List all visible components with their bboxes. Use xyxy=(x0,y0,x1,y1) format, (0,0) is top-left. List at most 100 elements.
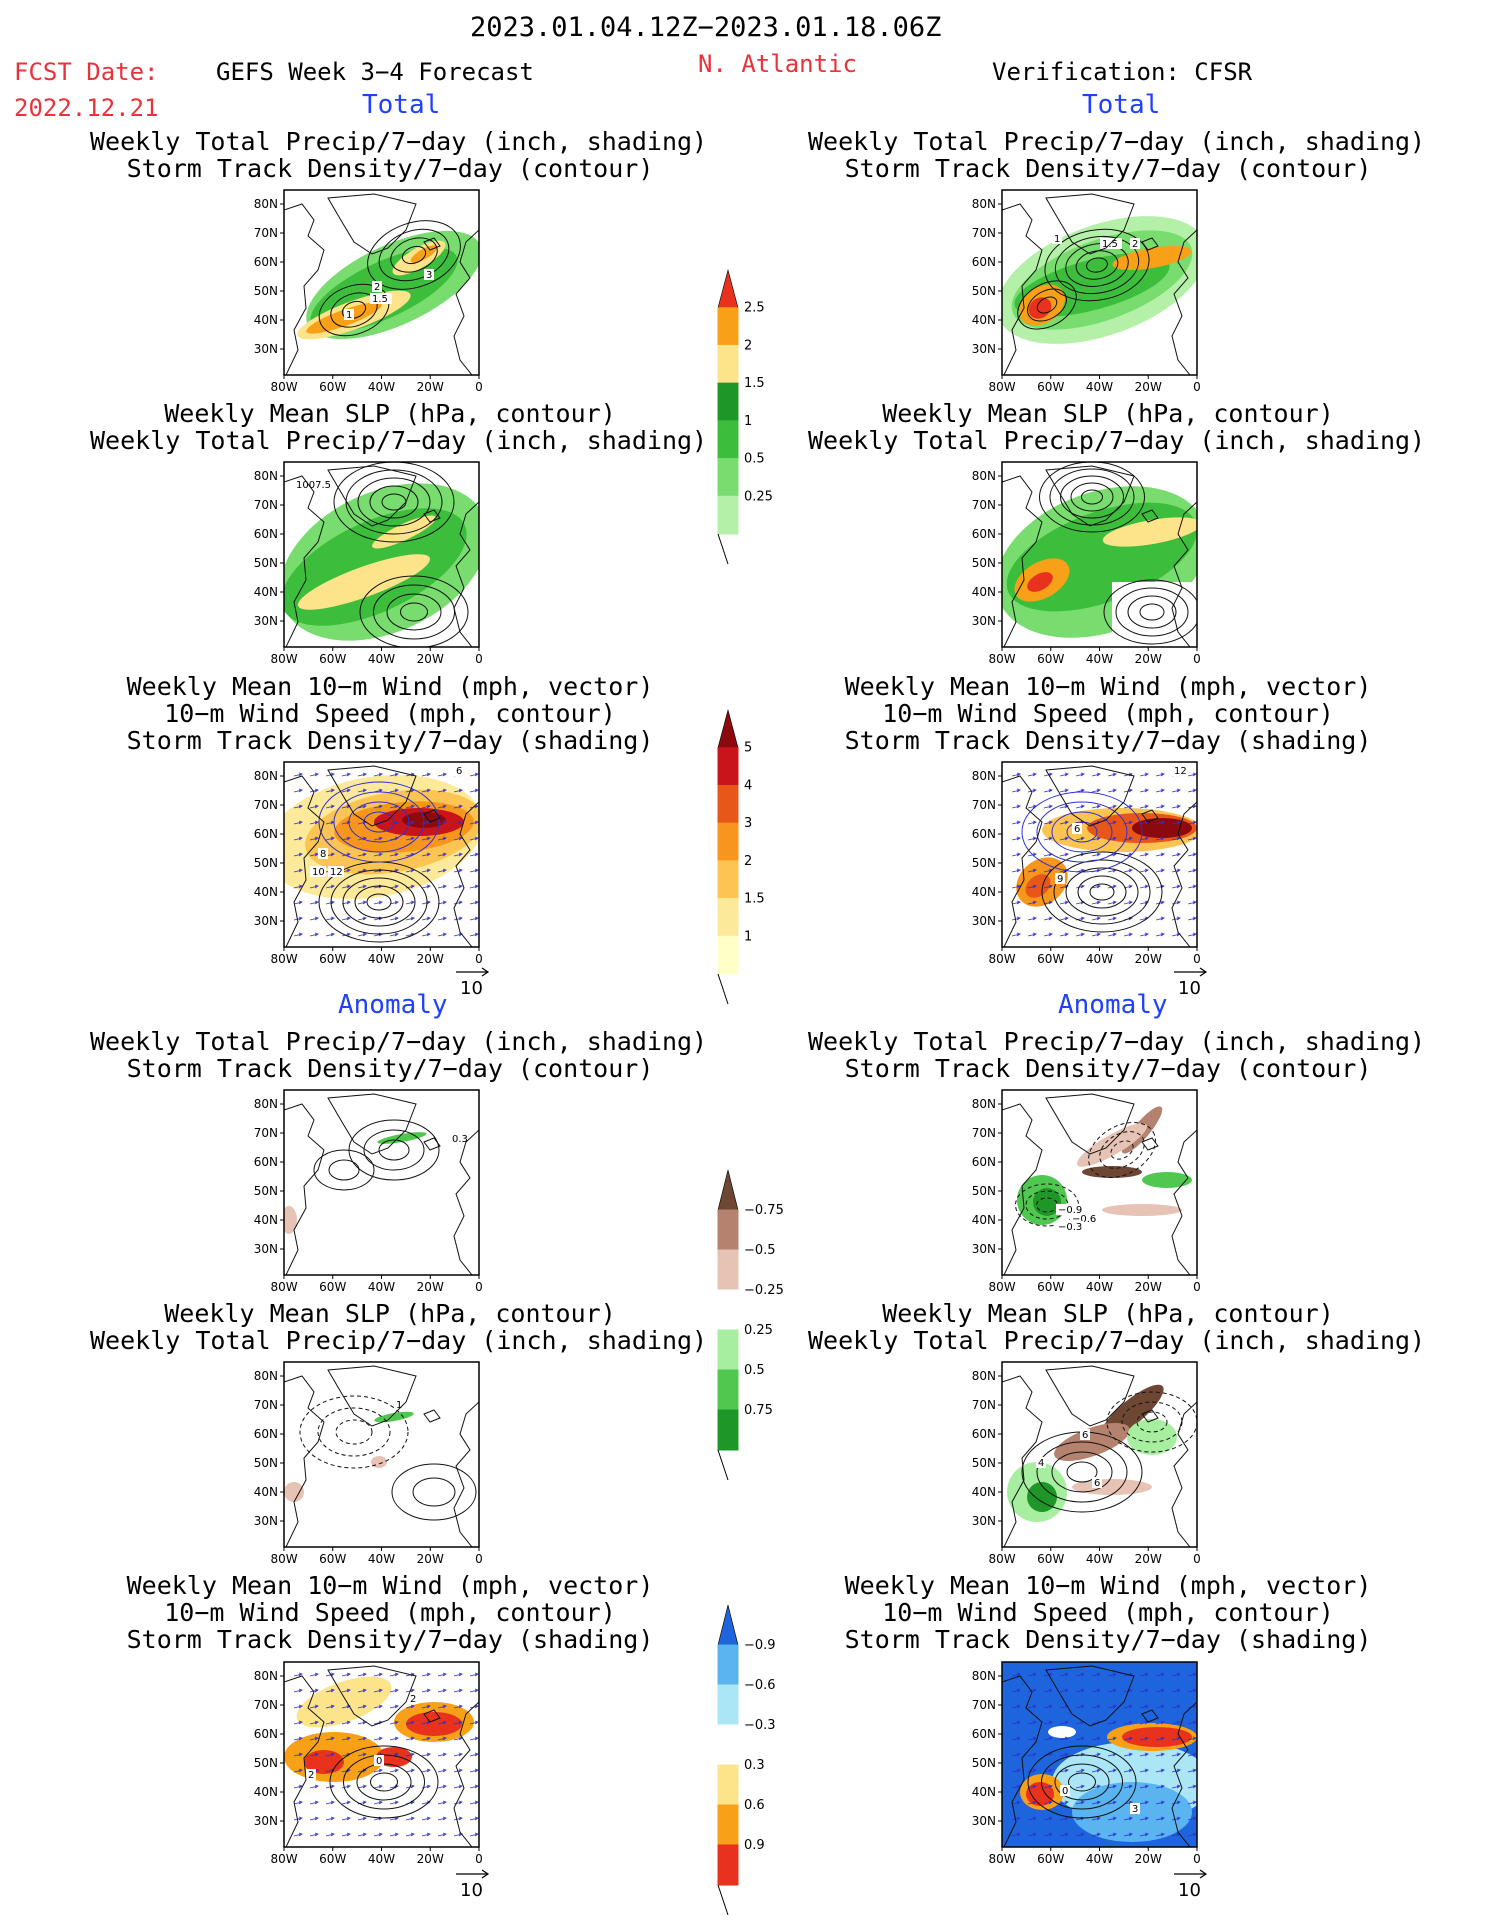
contour-label: 1.5 xyxy=(372,294,388,305)
contour-line xyxy=(354,885,404,919)
coastline-europe-africa xyxy=(453,1701,479,1847)
lon-tick-label: 0 xyxy=(1193,380,1201,394)
lon-tick-label: 80W xyxy=(270,652,297,666)
colorbar-label: 1 xyxy=(744,414,752,429)
wind-vector xyxy=(1171,1784,1181,1789)
contour-line xyxy=(1139,603,1165,621)
lat-tick-label: 30N xyxy=(254,1242,278,1256)
contour-label-bg xyxy=(450,1133,472,1144)
wind-vector xyxy=(453,820,463,825)
lat-tick-label: 80N xyxy=(254,1369,278,1383)
lat-tick-label: 50N xyxy=(254,284,278,298)
coastline-europe-africa xyxy=(1171,1701,1197,1847)
wind-vector xyxy=(1027,788,1037,793)
wind-vector xyxy=(389,1704,399,1709)
colorbar-swatch xyxy=(717,1644,739,1686)
lon-tick-label: 40W xyxy=(368,652,395,666)
coastline-america xyxy=(1002,475,1043,647)
title-line-1: Weekly Mean 10−m Wind (mph, vector) xyxy=(844,1571,1372,1600)
wind-vector xyxy=(1091,1768,1101,1773)
contour-label-bg xyxy=(344,309,354,320)
wind-vector xyxy=(1139,1688,1149,1693)
wind-vector xyxy=(341,1816,351,1821)
contour-label-bg xyxy=(318,848,328,859)
wind-vector xyxy=(1107,1800,1117,1805)
coastline-iceland xyxy=(1141,1137,1159,1151)
contour-line xyxy=(366,893,392,911)
wind-vector xyxy=(405,1816,415,1821)
wind-vector xyxy=(1139,772,1149,777)
contour-label: 0.3 xyxy=(452,1134,468,1145)
fc-total-wind-field: 6 8 10 12 xyxy=(284,765,479,947)
lat-tick-label: 70N xyxy=(254,798,278,812)
lat-tick-label: 80N xyxy=(972,197,996,211)
contour-line xyxy=(1027,1745,1137,1819)
contour-line xyxy=(1060,475,1124,519)
lat-tick-label: 70N xyxy=(254,1698,278,1712)
wind-vector xyxy=(389,1800,399,1805)
wind-vector xyxy=(1091,804,1101,809)
lon-tick-label: 40W xyxy=(1086,652,1113,666)
wind-vector xyxy=(1043,916,1053,921)
coastline-europe-africa xyxy=(1171,501,1197,647)
wind-vector xyxy=(453,884,463,889)
lat-tick-label: 70N xyxy=(972,1126,996,1140)
shade-area xyxy=(371,1456,387,1468)
wind-vector xyxy=(1059,1752,1069,1757)
lat-tick-label: 40N xyxy=(972,313,996,327)
fc-total-slp-plot: 1007.5 80N 70N 60N 50N 40N 30N 80W 60W 40W 20W 0 xyxy=(254,461,483,666)
lon-tick-label: 20W xyxy=(1135,652,1162,666)
wind-vector xyxy=(1155,916,1165,921)
wind-vector xyxy=(1187,836,1197,841)
wind-vector xyxy=(341,1704,351,1709)
title-line-1: Weekly Total Precip/7−day (inch, shading… xyxy=(90,1027,708,1056)
wind-vector xyxy=(1155,1784,1165,1789)
wind-vector xyxy=(1091,1704,1101,1709)
wind-vector xyxy=(421,772,431,777)
contour-line xyxy=(333,791,425,853)
lon-tick-label: 0 xyxy=(475,1852,483,1866)
wind-vector xyxy=(1091,852,1101,857)
contour-line xyxy=(1077,875,1127,909)
contour-line xyxy=(1054,235,1140,295)
lon-tick-label: 40W xyxy=(1086,952,1113,966)
colorbar-label: −0.9 xyxy=(744,1638,776,1653)
wind-vector xyxy=(1027,1832,1037,1837)
wind-vector xyxy=(421,1672,431,1677)
shade-area xyxy=(298,554,430,610)
contour-label-bg xyxy=(1070,1213,1098,1224)
lat-tick-label: 50N xyxy=(254,1456,278,1470)
wind-vector xyxy=(469,932,479,937)
contour-line xyxy=(378,1139,410,1161)
ob-total-slp-plot: 80N 70N 60N 50N 40N 30N 80W 60W 40W 20W 0 xyxy=(972,461,1201,666)
colorbar-swatch xyxy=(717,898,739,937)
wind-vector xyxy=(341,916,351,921)
lat-tick-label: 60N xyxy=(972,527,996,541)
wind-vector xyxy=(1027,932,1037,937)
lon-tick-label: 0 xyxy=(475,1552,483,1566)
contour-label: 6 xyxy=(1074,824,1080,835)
title-ob-total-slp: Weekly Mean SLP (hPa, contour) Weekly Tot… xyxy=(808,400,1425,454)
wind-vector xyxy=(357,884,367,889)
contour-line xyxy=(391,1463,477,1521)
lon-tick-label: 60W xyxy=(1037,1280,1064,1294)
coastline-greenland xyxy=(327,1365,417,1427)
wind-vector xyxy=(373,772,383,777)
coastline-greenland xyxy=(1045,765,1135,827)
fc-anom-slp-plot: 1 80N 70N 60N 50N 40N 30N 80W 60W 40W 20W 0 xyxy=(254,1361,483,1566)
coastline-iceland xyxy=(1141,1409,1159,1423)
wind-vector xyxy=(421,1736,431,1741)
wind-vector xyxy=(373,852,383,857)
contour-label: 12 xyxy=(1174,766,1187,777)
lon-tick-label: 0 xyxy=(1193,1552,1201,1566)
wind-vector xyxy=(309,804,319,809)
wind-vector xyxy=(1011,1800,1021,1805)
coastline-europe-africa xyxy=(1171,1401,1197,1547)
colorbar-tail xyxy=(717,533,729,565)
wind-vector xyxy=(1187,1784,1197,1789)
lat-tick-label: 80N xyxy=(972,1669,996,1683)
reference-arrow xyxy=(456,967,490,977)
wind-vector xyxy=(1123,932,1133,937)
wind-vector xyxy=(1107,788,1117,793)
wind-vector xyxy=(1075,1736,1085,1741)
